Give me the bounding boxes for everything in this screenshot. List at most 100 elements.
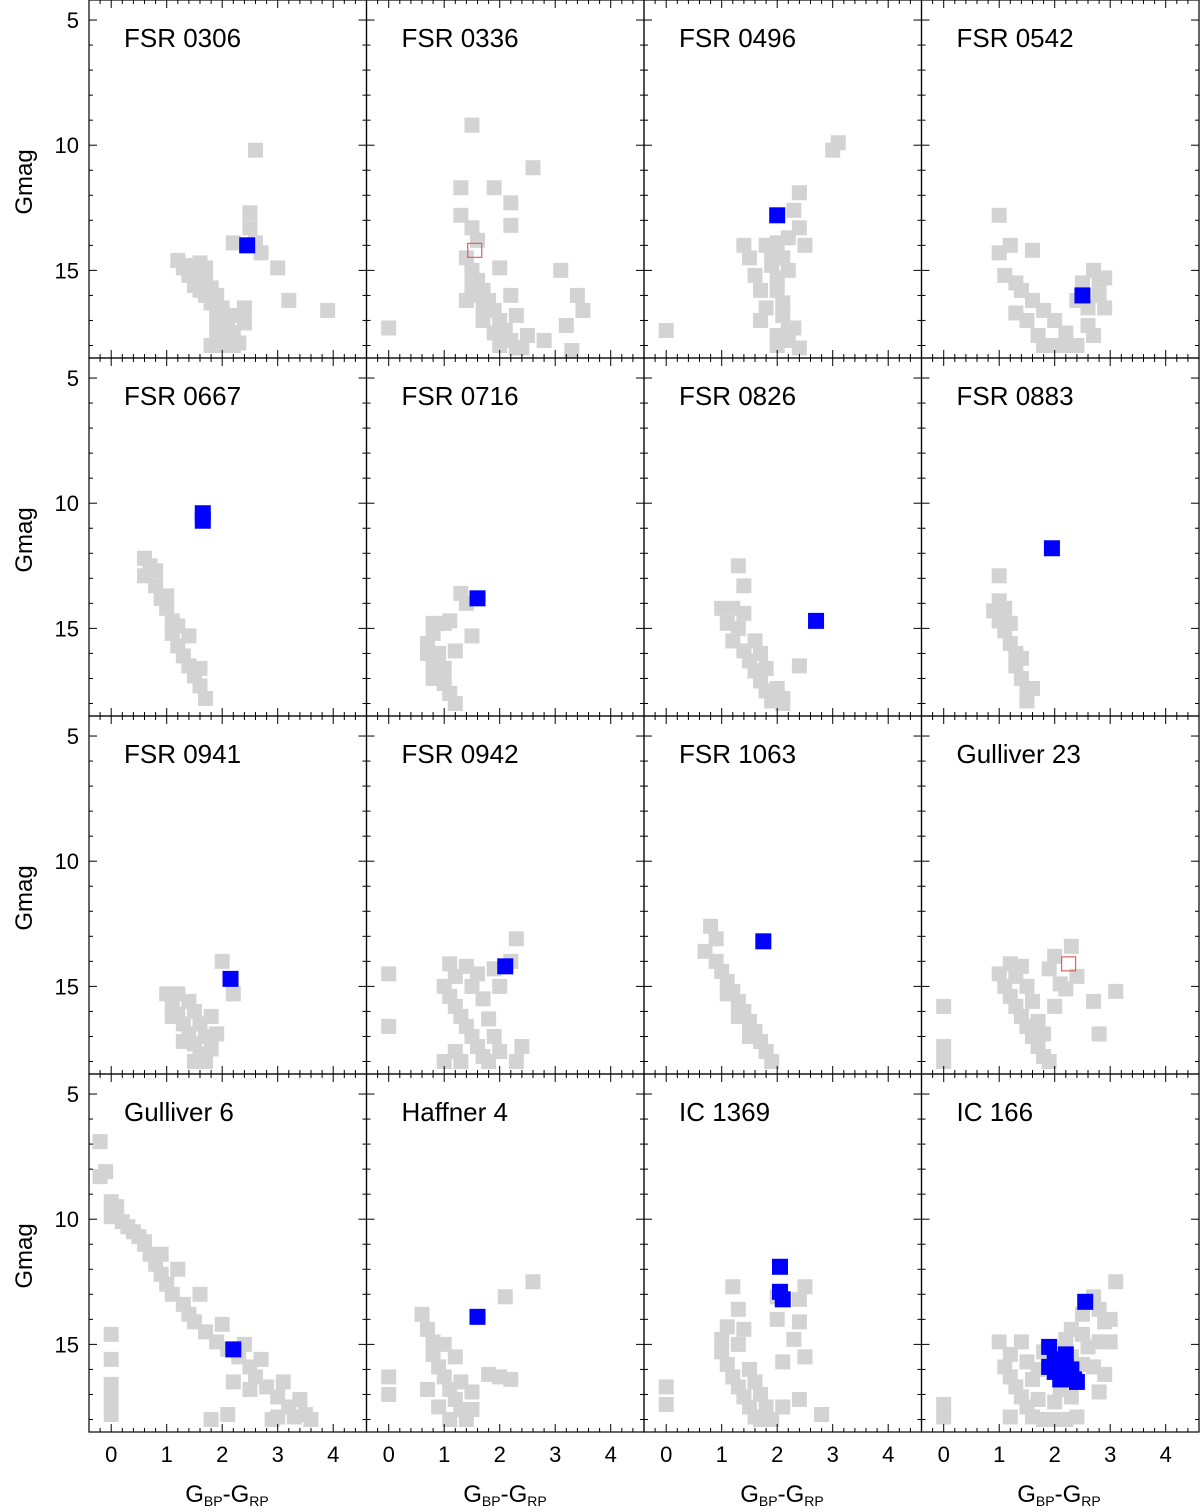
member-star-marker [209,322,225,338]
member-star-marker [991,966,1007,982]
y-tick-label: 10 [55,133,79,158]
member-star-marker [492,260,508,276]
member-star-marker [1030,1391,1046,1407]
data-points [92,1134,319,1427]
member-star-marker [769,282,785,298]
x-tick-label: 1 [993,1442,1005,1467]
member-star-marker [725,1279,741,1295]
member-star-marker [1091,1026,1107,1042]
data-points [714,558,825,711]
member-star-marker [730,558,746,574]
member-star-marker [503,287,519,303]
highlight-star-marker [469,590,486,607]
member-star-marker [936,1409,952,1425]
member-star-marker [225,986,241,1002]
y-tick-label: 10 [55,491,79,516]
highlight-star-marker [1046,1351,1063,1368]
panel-frame [88,357,368,717]
member-star-marker [414,1306,430,1322]
x-tick-label: 3 [272,1442,284,1467]
member-star-marker [225,337,241,353]
member-star-marker [458,292,474,308]
data-points [381,931,530,1069]
member-star-marker [253,1351,269,1367]
member-star-marker [481,1366,497,1382]
highlight-star-marker [497,958,514,975]
member-star-marker [936,1038,952,1054]
member-star-marker [453,180,469,196]
x-tick-label: 2 [494,1442,506,1467]
member-star-marker [1091,1384,1107,1400]
member-star-marker [736,237,752,253]
member-star-marker [725,600,741,616]
x-tick-label: 3 [549,1442,561,1467]
highlight-star-marker [225,1341,242,1358]
member-star-marker [814,1406,830,1422]
member-star-marker [758,660,774,676]
panel-title: FSR 0942 [402,739,519,769]
panel-frame [365,715,645,1075]
panel-frame [643,357,923,717]
member-star-marker [186,1053,202,1069]
member-star-marker [1069,968,1085,984]
panel-frame [920,357,1200,717]
x-tick-label: 2 [1049,1442,1061,1467]
y-tick-label: 15 [55,258,79,283]
member-star-marker [991,568,1007,584]
member-star-marker [1058,981,1074,997]
member-star-marker [1013,1334,1029,1350]
panel-frame [643,1073,923,1433]
panel-title: IC 1369 [679,1097,770,1127]
member-star-marker [553,262,569,278]
member-star-marker [209,1026,225,1042]
highlight-star-marker [1077,1293,1094,1310]
member-star-marker [436,1336,452,1352]
member-star-marker [1086,327,1102,343]
member-star-marker [242,205,258,221]
member-star-marker [1002,615,1018,631]
member-star-marker [103,1406,119,1422]
member-star-marker [508,1053,524,1069]
x-tick-label: 4 [605,1442,617,1467]
panel-title: Gulliver 6 [124,1097,234,1127]
member-star-marker [203,1008,219,1024]
member-star-marker [453,1053,469,1069]
member-star-marker [525,1274,541,1290]
member-star-marker [753,1386,769,1402]
member-star-marker [936,998,952,1014]
member-star-marker [464,1384,480,1400]
member-star-marker [775,295,791,311]
member-star-marker [464,1401,480,1417]
member-star-marker [1074,1326,1090,1342]
member-star-marker [420,1381,436,1397]
member-star-marker [791,185,807,201]
highlight-star-marker [1043,540,1060,557]
member-star-marker [292,1391,308,1407]
member-star-marker [514,1038,530,1054]
member-star-marker [1074,275,1090,291]
member-star-marker [1013,650,1029,666]
member-star-marker [153,1246,169,1262]
cmd-panel: FSR 0306 5 10 15 [55,0,368,359]
member-star-marker [503,1371,519,1387]
highlight-star-marker [469,1308,486,1325]
member-star-marker [497,1289,513,1305]
member-star-marker [991,207,1007,223]
axis-labels: Gmag Gmag Gmag Gmag GBP-GRP GBP-GRP GBP-… [11,149,1101,1509]
y-tick-label: 15 [55,974,79,999]
member-star-marker [1025,242,1040,258]
panel-title: IC 166 [957,1097,1034,1127]
cmd-panel: IC 1369 0 1 2 3 4 [643,1073,923,1467]
member-star-marker [741,1361,757,1377]
panel-frame [365,357,645,717]
highlight-star-marker [1041,1338,1058,1355]
member-star-marker [791,1314,807,1330]
member-star-marker [519,327,535,343]
member-star-marker [730,1301,746,1317]
member-star-marker [758,300,774,316]
member-star-marker [236,315,252,331]
member-star-marker [791,1291,807,1307]
member-star-marker [203,280,219,296]
member-star-marker [103,1351,119,1367]
member-star-marker [381,1369,397,1385]
